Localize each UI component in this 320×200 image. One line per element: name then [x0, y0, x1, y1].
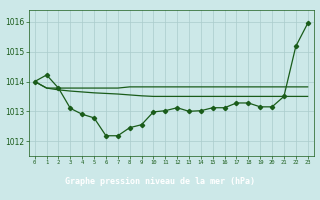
Text: Graphe pression niveau de la mer (hPa): Graphe pression niveau de la mer (hPa) [65, 178, 255, 186]
